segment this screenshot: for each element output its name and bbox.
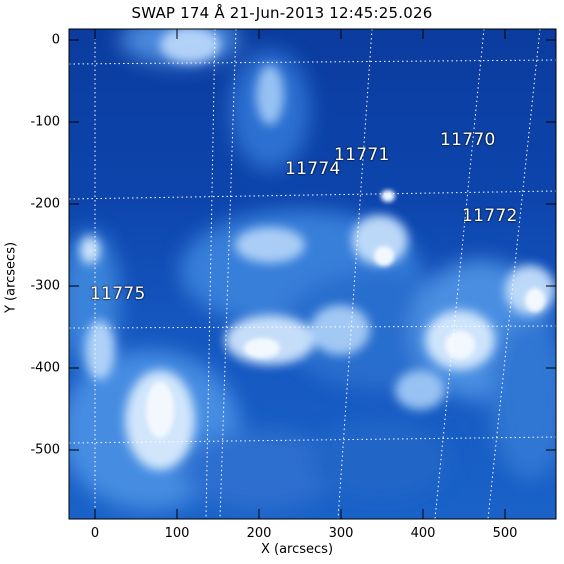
y-tick-label: -200 xyxy=(30,196,60,212)
y-tick-label: -300 xyxy=(30,278,60,294)
plot-frame xyxy=(68,28,557,520)
active-region-label: 11774 xyxy=(285,159,341,179)
image-title: SWAP 174 Å 21-Jun-2013 12:45:25.026 xyxy=(131,4,433,22)
x-tick-label: 400 xyxy=(410,526,436,541)
axis-ticks xyxy=(69,29,556,519)
active-region-label: 11770 xyxy=(440,130,496,150)
x-tick-label: 200 xyxy=(246,526,272,541)
x-tick-label: 300 xyxy=(328,526,354,541)
euv-image xyxy=(69,29,556,519)
y-tick-label: 0 xyxy=(51,32,60,48)
x-tick-label: 100 xyxy=(164,526,190,541)
x-tick-label: 500 xyxy=(492,526,518,541)
active-region-label: 11771 xyxy=(334,145,390,165)
x-tick-label: 0 xyxy=(90,526,100,541)
y-tick-label: -500 xyxy=(30,442,60,458)
y-tick-label: -100 xyxy=(30,114,60,130)
active-region-label: 11772 xyxy=(462,206,518,226)
y-tick-label: -400 xyxy=(30,360,60,376)
y-axis-label: Y (arcsecs) xyxy=(3,241,19,314)
x-axis-label: X (arcsecs) xyxy=(260,542,334,557)
heliographic-grid xyxy=(69,29,556,519)
active-region-label: 11775 xyxy=(90,284,146,304)
